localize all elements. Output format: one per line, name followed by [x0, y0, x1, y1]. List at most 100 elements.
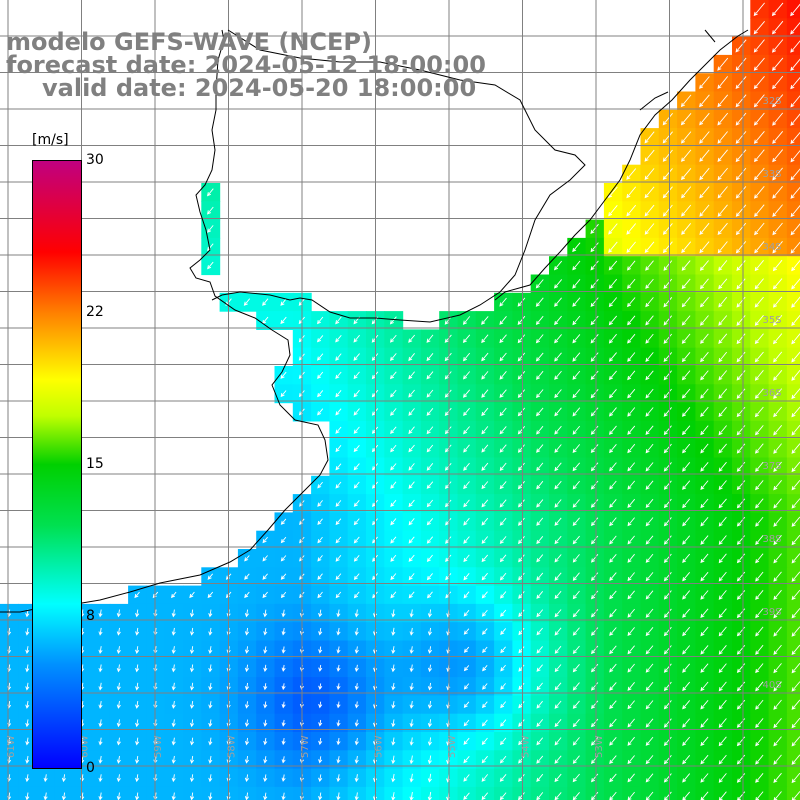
wind-arrow: [772, 204, 783, 218]
wind-arrow: [262, 555, 268, 562]
wind-speed-cell: [786, 512, 800, 532]
wind-arrow: [517, 315, 526, 326]
wind-arrow: [718, 260, 728, 272]
wind-arrow: [663, 517, 672, 527]
wind-arrow: [463, 444, 470, 453]
wind-arrow: [699, 241, 710, 254]
wind-arrow: [754, 388, 764, 399]
wind-arrow: [281, 756, 286, 764]
wind-arrow: [699, 186, 710, 199]
wind-arrow: [280, 573, 287, 580]
wind-arrow: [736, 315, 746, 326]
wind-arrow: [791, 424, 800, 436]
wind-arrow: [462, 389, 471, 398]
wind-arrow: [627, 553, 635, 563]
wind-arrow: [645, 498, 654, 509]
wind-arrow: [554, 645, 562, 654]
wind-arrow: [517, 517, 525, 526]
wind-arrow: [773, 370, 783, 381]
wind-arrow: [627, 517, 635, 527]
wind-arrow: [536, 517, 544, 526]
wind-arrow: [481, 792, 489, 800]
wind-arrow: [391, 719, 396, 728]
wind-arrow: [481, 352, 489, 362]
wind-speed-cell: [786, 695, 800, 715]
wind-arrow: [335, 573, 342, 581]
wind-arrow: [755, 754, 764, 765]
wind-arrow: [390, 573, 397, 581]
wind-arrow: [463, 665, 470, 672]
wind-arrow: [135, 664, 140, 673]
wind-arrow: [609, 773, 617, 783]
wind-arrow: [353, 353, 360, 361]
wind-arrow: [718, 681, 727, 692]
wind-arrow: [626, 204, 637, 217]
wind-arrow: [700, 517, 709, 527]
wind-arrow: [517, 371, 526, 380]
wind-arrow: [208, 755, 213, 764]
wind-arrow: [645, 315, 654, 326]
wind-arrow: [590, 370, 599, 381]
wind-arrow: [536, 646, 543, 654]
wind-arrow: [353, 518, 360, 526]
wind-arrow: [644, 168, 655, 181]
wind-arrow: [645, 407, 654, 417]
wind-arrow: [736, 461, 746, 472]
wind-arrow: [171, 682, 176, 691]
wind-arrow: [590, 407, 599, 417]
wind-arrow: [318, 756, 323, 764]
wind-arrow: [189, 646, 195, 655]
wind-arrow: [317, 481, 323, 489]
wind-arrow: [682, 480, 691, 490]
wind-arrow: [281, 792, 286, 800]
wind-arrow: [390, 591, 397, 599]
wind-arrow: [572, 554, 580, 563]
wind-arrow: [517, 481, 525, 490]
wind-arrow: [718, 315, 728, 326]
wind-arrow: [680, 94, 692, 108]
wind-arrow: [626, 241, 636, 253]
wind-arrow: [627, 315, 636, 326]
wind-arrow: [554, 444, 562, 453]
wind-arrow: [281, 646, 286, 654]
wind-arrow: [700, 406, 709, 418]
wind-arrow: [736, 553, 746, 564]
wind-arrow: [682, 498, 691, 509]
wind-arrow: [98, 609, 103, 618]
wind-arrow: [718, 333, 728, 345]
wind-arrow: [317, 390, 324, 398]
wind-arrow: [609, 645, 617, 655]
wind-arrow: [626, 223, 637, 235]
wind-arrow: [353, 445, 360, 453]
wind-arrow: [517, 426, 526, 435]
wind-arrow: [682, 663, 691, 673]
wind-arrow: [627, 480, 636, 490]
wind-arrow: [336, 609, 341, 618]
wind-arrow: [735, 94, 747, 108]
wind-arrow: [426, 536, 434, 544]
wind-arrow: [718, 626, 727, 637]
wind-arrow: [536, 682, 543, 691]
wind-arrow: [717, 241, 728, 254]
wind-arrow: [791, 461, 800, 473]
wind-arrow: [518, 755, 525, 764]
wind-arrow: [98, 719, 103, 728]
wind-arrow: [318, 738, 323, 746]
wind-arrow: [189, 755, 195, 764]
wind-arrow: [736, 626, 746, 637]
wind-arrow: [463, 499, 470, 508]
wind-arrow: [391, 627, 396, 636]
wind-arrow: [663, 425, 672, 436]
longitude-label: 60W: [80, 735, 91, 758]
wind-arrow: [263, 683, 268, 691]
wind-arrow: [135, 774, 140, 783]
wind-arrow: [390, 463, 397, 471]
wind-arrow: [772, 259, 783, 272]
wind-arrow: [755, 718, 764, 729]
wind-arrow: [281, 701, 286, 709]
wind-speed-cell: [786, 36, 800, 56]
wind-speed-cell: [768, 786, 788, 800]
wind-arrow: [335, 463, 342, 471]
wind-arrow: [682, 608, 691, 618]
wind-speed-cell: [786, 457, 800, 477]
